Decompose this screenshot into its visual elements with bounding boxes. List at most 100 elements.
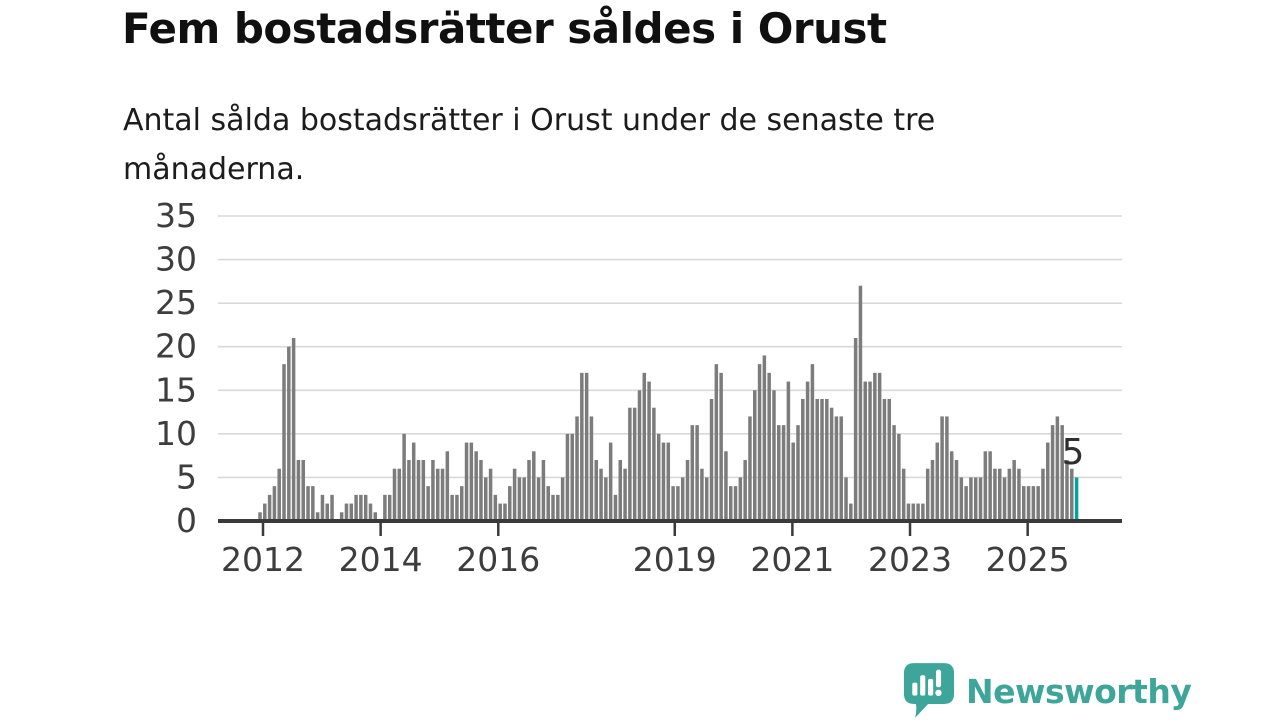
bar <box>407 460 411 521</box>
bar <box>849 503 853 521</box>
highlighted-bar <box>1074 477 1079 521</box>
bar <box>560 477 565 521</box>
bar <box>882 399 887 521</box>
bar <box>700 468 704 521</box>
bar <box>383 494 387 521</box>
bar <box>709 399 714 521</box>
bar <box>339 512 344 521</box>
y-axis-tick-label: 20 <box>155 327 197 366</box>
bar <box>464 442 469 521</box>
bar <box>373 512 378 521</box>
bar <box>724 451 728 521</box>
bar <box>1070 468 1074 521</box>
y-axis-tick-label: 10 <box>155 414 197 453</box>
bar <box>1041 468 1045 521</box>
bar <box>536 477 541 521</box>
bar <box>623 468 627 521</box>
bar <box>656 433 661 521</box>
bar <box>421 460 426 521</box>
bar <box>762 355 767 521</box>
bar <box>949 451 954 521</box>
bar <box>690 425 695 521</box>
bar <box>1055 416 1060 521</box>
bar <box>551 494 555 521</box>
x-axis-tick-label: 2021 <box>750 540 834 579</box>
bar <box>301 460 305 521</box>
bar <box>925 468 930 521</box>
bar <box>637 390 642 521</box>
bar <box>1046 442 1050 521</box>
bar <box>344 503 349 521</box>
bar <box>930 460 935 521</box>
bar <box>1065 460 1069 521</box>
y-axis-tick-label: 0 <box>176 501 197 540</box>
bar <box>906 503 911 521</box>
bar <box>695 425 699 521</box>
bar <box>892 425 896 521</box>
bar <box>435 468 440 521</box>
bar <box>426 486 430 521</box>
x-axis-tick-label: 2025 <box>986 540 1070 579</box>
bar <box>541 460 546 521</box>
bar <box>498 503 502 521</box>
bar <box>916 503 920 521</box>
bar <box>354 494 358 521</box>
bar <box>584 372 589 521</box>
bar-series <box>258 285 1079 521</box>
bar <box>1060 425 1064 521</box>
bar <box>738 477 743 521</box>
bar <box>666 442 671 521</box>
bar <box>940 416 944 521</box>
bar <box>959 477 964 521</box>
bar <box>594 460 598 521</box>
bar <box>786 381 791 521</box>
bar <box>777 425 781 521</box>
bar <box>628 407 632 521</box>
newsworthy-logo[interactable]: Newsworthy <box>903 662 1192 720</box>
bar <box>522 477 526 521</box>
bar <box>291 338 296 521</box>
bar <box>503 503 507 521</box>
bar <box>613 494 618 521</box>
bar <box>887 399 892 521</box>
bar <box>863 381 867 521</box>
bar <box>556 494 560 521</box>
bar <box>834 416 839 521</box>
bar <box>676 486 680 521</box>
chart-subtitle: Antal sålda bostadsrätter i Orust under … <box>123 103 936 187</box>
bar <box>508 486 512 521</box>
bar <box>844 477 848 521</box>
bar <box>296 460 301 521</box>
bar <box>546 486 550 521</box>
bar <box>877 372 882 521</box>
bar <box>1002 477 1007 521</box>
bar <box>330 494 334 521</box>
bar <box>921 503 925 521</box>
bar <box>532 451 536 521</box>
bar <box>873 372 877 521</box>
bar <box>488 468 493 521</box>
newsworthy-logo-icon <box>903 663 955 718</box>
bar <box>455 494 459 521</box>
bar <box>632 407 637 521</box>
y-axis-tick-label: 30 <box>155 240 197 279</box>
bar <box>680 477 685 521</box>
bar <box>743 460 747 521</box>
bar <box>589 416 594 521</box>
bar <box>512 468 517 521</box>
bar <box>460 486 464 521</box>
bar <box>267 494 272 521</box>
bar <box>484 477 488 521</box>
bar <box>363 494 368 521</box>
bar <box>935 442 940 521</box>
bar <box>315 512 320 521</box>
bar <box>397 468 402 521</box>
bar <box>685 460 690 521</box>
bar <box>1026 486 1031 521</box>
bar <box>387 494 392 521</box>
bar <box>733 486 738 521</box>
bar <box>973 477 978 521</box>
bar <box>805 381 810 521</box>
x-axis-tick-label: 2019 <box>633 540 717 579</box>
